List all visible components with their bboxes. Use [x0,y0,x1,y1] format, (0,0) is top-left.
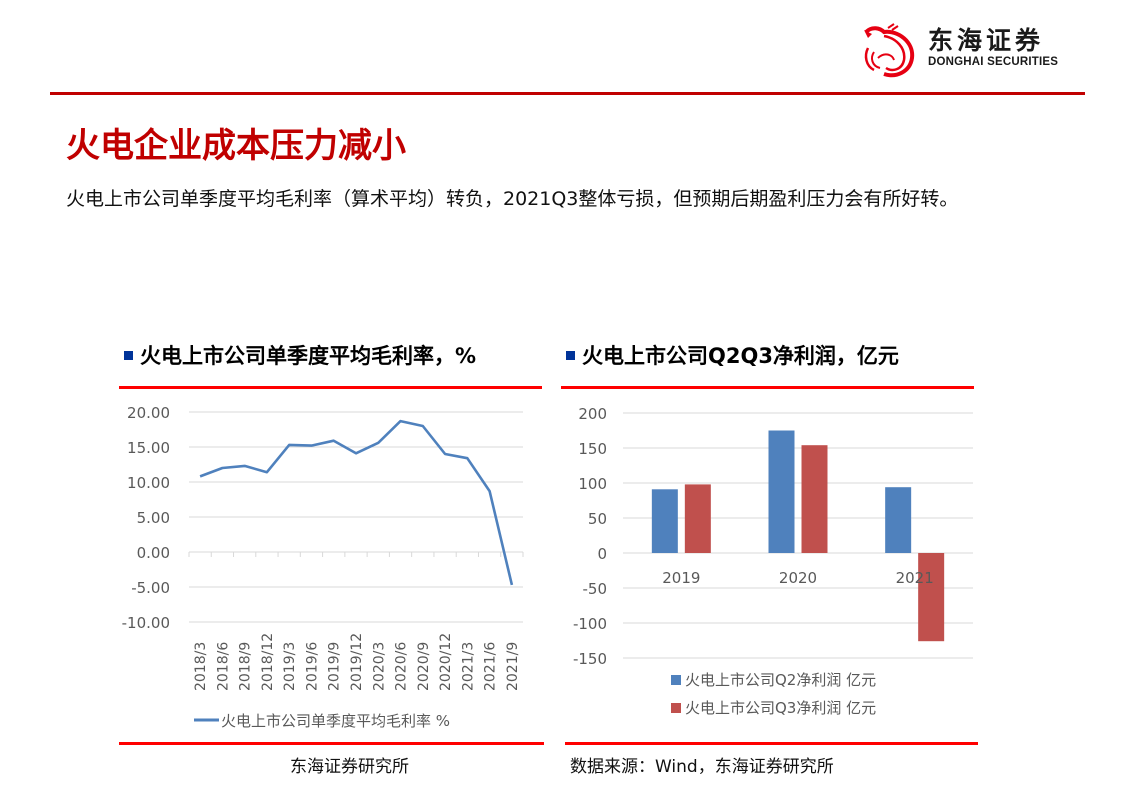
x-tick-label: 2020/12 [438,633,454,691]
left-chart-source: 东海证券研究所 [290,757,409,777]
right-chart-source: 数据来源：Wind，东海证券研究所 [570,757,834,777]
page-subtitle: 火电上市公司单季度平均毛利率（算术平均）转负，2021Q3整体亏损，但预期后期盈… [66,188,959,210]
x-category-label: 2019 [662,569,700,587]
x-tick-label: 2019/9 [327,642,343,691]
right-chart-bottom-rule [565,742,978,745]
x-tick-label: 2018/3 [193,642,209,691]
header-divider [50,92,1085,95]
x-tick-label: 2019/6 [304,642,320,691]
x-tick-label: 2021/9 [505,642,521,691]
x-tick-label: 2021/6 [483,642,499,691]
x-tick-label: 2018/6 [215,642,231,691]
q3-profit-bar-2021 [918,553,945,642]
dragon-logo-icon [864,23,915,78]
right-chart-title-text: 火电上市公司Q2Q3净利润，亿元 [582,344,899,368]
y-tick-label: 0.00 [137,544,170,562]
bullet-square-icon [566,351,575,360]
y-tick-label: 150 [578,440,607,458]
y-tick-label: 15.00 [127,439,170,457]
y-tick-label: -5.00 [131,579,170,597]
x-tick-label: 2020/3 [371,642,387,691]
y-tick-label: 100 [578,475,607,493]
bullet-square-icon [124,351,133,360]
logo-english-name: DONGHAI SECURITIES [928,56,1059,68]
y-tick-label: -50 [583,580,608,598]
x-tick-label: 2019/12 [349,633,365,691]
y-tick-label: 10.00 [127,474,170,492]
x-tick-label: 2019/3 [282,642,298,691]
legend-swatch-icon [671,675,681,685]
y-tick-label: 50 [588,510,607,528]
legend-label: 火电上市公司Q2净利润 亿元 [685,671,876,689]
q3-profit-bar-2020 [801,445,828,553]
legend-label: 火电上市公司单季度平均毛利率 % [221,712,450,730]
gross-margin-line-chart: 20.00 15.00 10.00 5.00 0.00 -5.00 -10.00 2018/3… [122,404,524,730]
y-tick-label: 5.00 [137,509,170,527]
y-tick-label: -150 [573,650,607,668]
left-chart-bottom-rule [119,742,544,745]
legend-swatch-icon [671,703,681,713]
net-profit-bar-chart: 200 150 100 50 0 -50 -100 -150 2019 2020 2021 火电上市公… [573,405,973,717]
right-chart-title: 火电上市公司Q2Q3净利润，亿元 [566,343,899,369]
y-tick-label: -10.00 [122,614,170,632]
q3-profit-bar-2019 [684,484,711,553]
y-tick-label: 20.00 [127,404,170,422]
y-tick-label: 200 [578,405,607,423]
logo-chinese-name: 东海证券 [928,26,1045,55]
q2-profit-bar-2019 [651,489,678,553]
gross-margin-series-line [199,419,514,586]
q2-profit-bar-2021 [885,487,912,553]
page-title: 火电企业成本压力减小 [66,126,406,166]
x-tick-label: 2020/9 [416,642,432,691]
y-tick-label: 0 [597,545,607,563]
left-chart-title-text: 火电上市公司单季度平均毛利率，% [140,344,477,368]
q2-profit-bar-2020 [768,430,795,553]
x-tick-label: 2020/6 [394,642,410,691]
left-chart-title: 火电上市公司单季度平均毛利率，% [124,343,476,369]
x-tick-label: 2018/12 [260,633,276,691]
x-category-label: 2020 [779,569,817,587]
legend-label: 火电上市公司Q3净利润 亿元 [685,699,876,717]
x-tick-label: 2021/3 [460,642,476,691]
x-tick-label: 2018/9 [238,642,254,691]
x-category-label: 2021 [896,569,934,587]
y-tick-label: -100 [573,615,607,633]
right-chart-top-rule [561,386,974,389]
left-chart-top-rule [119,386,542,389]
